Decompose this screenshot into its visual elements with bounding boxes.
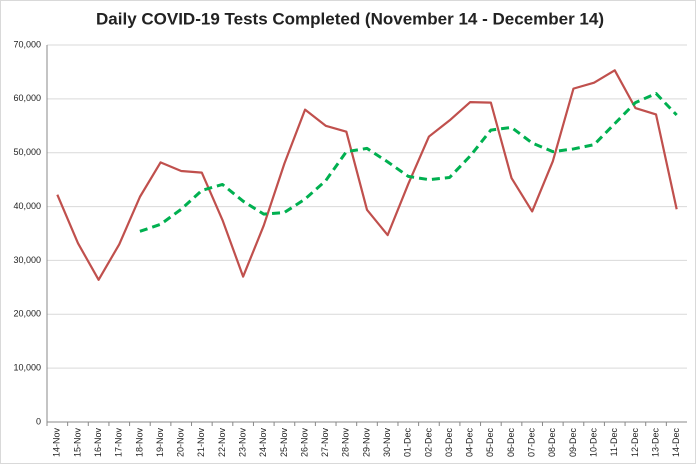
x-tick-label: 05-Dec [485, 428, 495, 458]
x-tick-label: 10-Dec [588, 428, 598, 458]
x-tick-label: 17-Nov [114, 428, 124, 458]
x-tick-label: 29-Nov [361, 428, 371, 458]
y-tick-label: 30,000 [13, 255, 41, 265]
series-line [139, 91, 678, 233]
x-tick-label: 23-Nov [238, 428, 248, 458]
x-tick-label: 08-Dec [547, 428, 557, 458]
x-tick-label: 14-Dec [671, 428, 681, 458]
x-tick-label: 21-Nov [196, 428, 206, 458]
x-tick-label: 22-Nov [217, 428, 227, 458]
x-tick-label: 04-Dec [465, 428, 475, 458]
y-tick-label: 50,000 [13, 147, 41, 157]
x-tick-label: 20-Nov [176, 428, 186, 458]
y-tick-label: 60,000 [13, 93, 41, 103]
x-tick-label: 07-Dec [527, 428, 537, 458]
x-tick-label: 03-Dec [444, 428, 454, 458]
x-tick-label: 11-Dec [609, 428, 619, 457]
y-tick-label: 70,000 [13, 39, 41, 49]
x-tick-label: 27-Nov [320, 428, 330, 458]
x-tick-label: 25-Nov [279, 428, 289, 458]
x-tick-label: 18-Nov [134, 428, 144, 458]
x-tick-label: 28-Nov [341, 428, 351, 458]
x-tick-label: 16-Nov [93, 428, 103, 458]
chart-title: Daily COVID-19 Tests Completed (November… [96, 9, 604, 28]
y-tick-label: 0 [36, 416, 41, 426]
x-tick-label: 15-Nov [72, 428, 82, 458]
x-tick-label: 19-Nov [155, 428, 165, 458]
y-tick-label: 40,000 [13, 201, 41, 211]
x-tick-label: 14-Nov [52, 428, 62, 458]
x-tick-label: 09-Dec [568, 428, 578, 458]
x-tick-label: 26-Nov [299, 428, 309, 458]
x-tick-label: 30-Nov [382, 428, 392, 458]
x-tick-label: 06-Dec [506, 428, 516, 458]
y-tick-label: 20,000 [13, 309, 41, 319]
x-tick-label: 01-Dec [403, 428, 413, 458]
x-tick-label: 02-Dec [423, 428, 433, 458]
x-tick-label: 13-Dec [650, 428, 660, 458]
x-tick-label: 24-Nov [258, 428, 268, 458]
y-tick-label: 10,000 [13, 363, 41, 373]
x-tick-label: 12-Dec [630, 428, 640, 458]
series-line [56, 69, 678, 281]
